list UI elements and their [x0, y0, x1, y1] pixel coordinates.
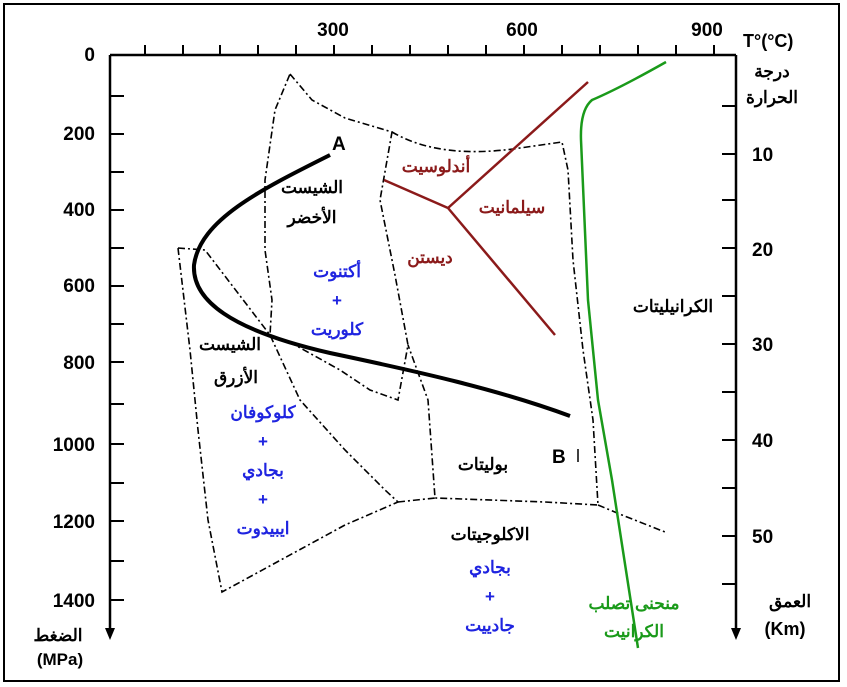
pressure-tick-label: 200: [63, 124, 95, 145]
point-a-label: A: [332, 134, 346, 155]
granulite-label: الكرانيليتات: [633, 297, 713, 317]
amphibolite-boundary: [391, 131, 599, 506]
granulite-eclogite-boundary: [597, 504, 666, 533]
depth-tick-label: 10: [752, 145, 773, 166]
blueschist-label-line2: الأزرق: [214, 366, 258, 388]
pt-path-curve: [191, 153, 571, 418]
kyanite-sillimanite-line: [447, 207, 556, 336]
blueschist-mineral: ايبيدوت: [237, 519, 290, 539]
depth-tick-label: 20: [752, 240, 773, 261]
diagram-frame: [3, 3, 840, 682]
greenschist-mineral: أكتنوت: [313, 259, 361, 282]
temperature-ticks: [144, 45, 715, 55]
blueschist-plus: +: [258, 432, 268, 451]
depth-tick-label: 40: [752, 431, 773, 452]
eclogite-mineral: جادييت: [465, 616, 515, 635]
right-axis-arrowhead: [731, 628, 741, 640]
granite-solidus-label-line2: الكرانيت: [604, 622, 664, 642]
facies-boundaries: [177, 72, 666, 594]
kyanite-label: ديستن: [407, 248, 453, 268]
pressure-tick-label: 1000: [53, 435, 95, 456]
blueschist-mineral: بجادي: [242, 461, 284, 481]
depth-axis-unit: (Km): [765, 619, 806, 639]
temperature-title-line1: درجة: [754, 62, 789, 82]
pressure-tick-label: 1200: [53, 512, 95, 533]
pressure-axis-title: الضغط: [34, 626, 83, 645]
greenschist-label-line1: الشيست: [281, 178, 343, 197]
granite-solidus-label-line1: منحنى تصلب: [588, 594, 679, 613]
temperature-tick-label: 900: [691, 20, 723, 41]
pressure-ticks: [110, 95, 124, 601]
greenschist-mineral: كلوريت: [311, 320, 364, 340]
temperature-title-line2: الحرارة: [746, 88, 798, 108]
point-b-label: B: [552, 447, 566, 468]
pressure-axis-unit: (MPa): [37, 650, 83, 669]
sillimanite-label: سيلمانيت: [479, 198, 546, 217]
depth-tick-label: 30: [752, 335, 773, 356]
temperature-unit-label: T°(°C): [743, 31, 793, 51]
temperature-tick-label: 300: [317, 20, 349, 41]
left-axis-arrowhead: [105, 628, 115, 640]
eclogite-mineral: بجادي: [469, 558, 511, 578]
greenschist-label-line2: الأخضر: [285, 206, 336, 228]
granite-solidus-curve: [579, 60, 667, 649]
depth-ticks: [722, 105, 736, 585]
depth-axis-title: العمق: [769, 592, 811, 612]
andalusite-kyanite-line: [383, 178, 449, 210]
blueschist-mineral: كلوكوفان: [230, 403, 296, 423]
depth-tick-label: 50: [752, 527, 773, 548]
eclogite-top-boundary: [397, 497, 436, 503]
aluminosilicate-lines: [383, 81, 589, 336]
sillimanite-line: [447, 81, 589, 209]
pressure-tick-label: 600: [63, 276, 95, 297]
pressure-tick-label: 0: [84, 45, 95, 66]
greenschist-boundary: [264, 72, 409, 402]
andalusite-label: أندلوسيت: [402, 154, 471, 177]
blueschist-plus: +: [258, 490, 268, 509]
axis-arrows: [105, 628, 741, 640]
pressure-tick-label: 400: [63, 200, 95, 221]
pressure-tick-label: 800: [63, 353, 95, 374]
eclogite-label: الاكلوجيتات: [451, 525, 530, 545]
temperature-tick-label: 600: [506, 20, 538, 41]
eclogite-plus: +: [485, 587, 495, 606]
plot-axes: [108, 53, 738, 630]
amphibolite-label: بوليتات: [458, 455, 508, 475]
pressure-tick-label: 1400: [53, 591, 95, 612]
greenschist-plus: +: [332, 291, 342, 310]
blueschist-label-line1: الشيست: [199, 335, 261, 354]
